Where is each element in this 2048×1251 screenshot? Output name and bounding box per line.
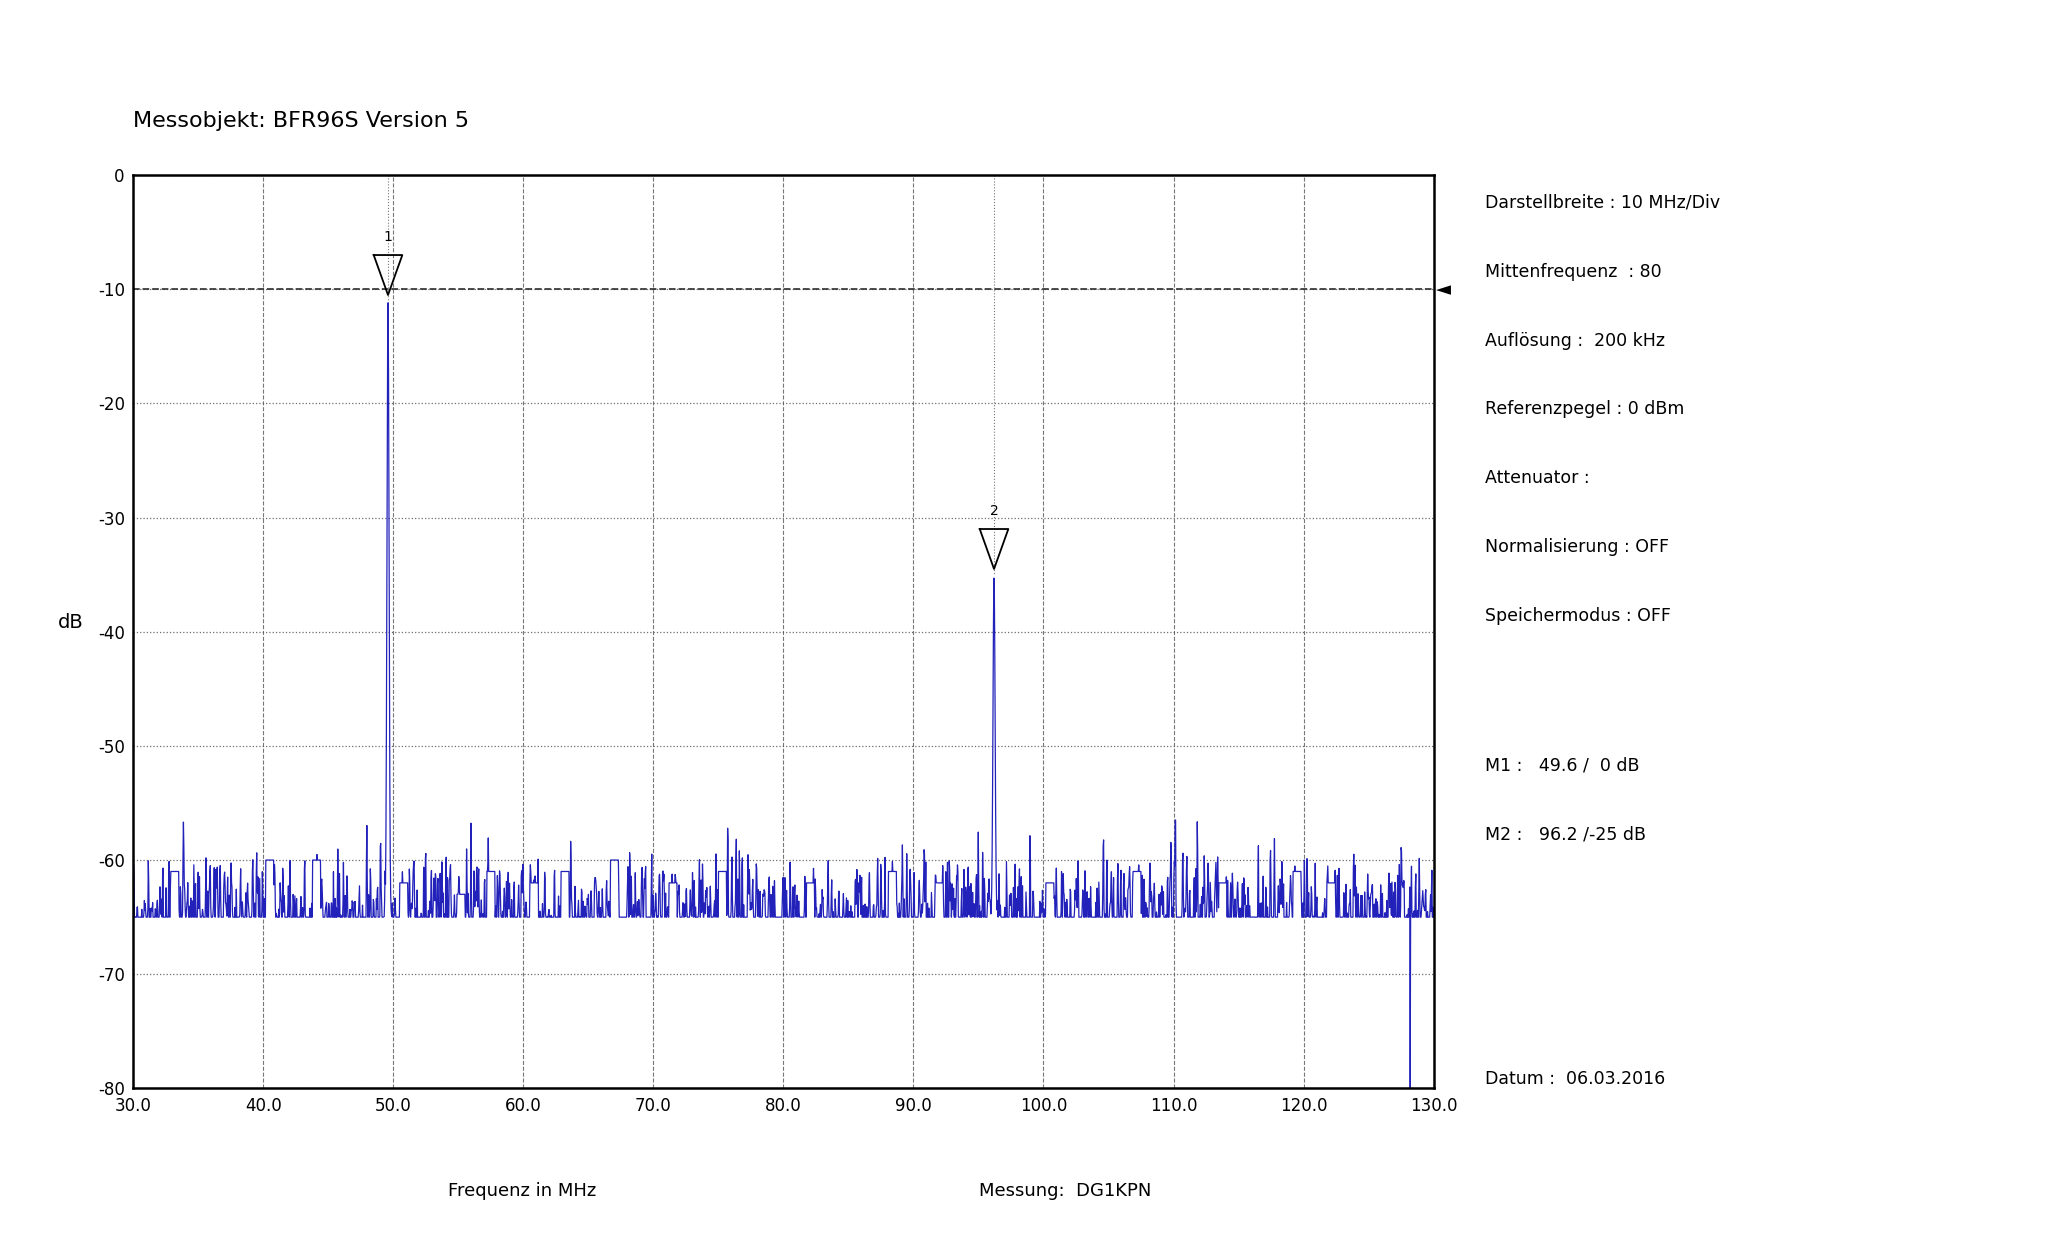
Text: Auflösung :  200 kHz: Auflösung : 200 kHz bbox=[1485, 332, 1665, 349]
Text: M1 :   49.6 /  0 dB: M1 : 49.6 / 0 dB bbox=[1485, 757, 1638, 774]
Text: ◄: ◄ bbox=[1436, 280, 1450, 299]
Text: M2 :   96.2 /-25 dB: M2 : 96.2 /-25 dB bbox=[1485, 826, 1647, 843]
Text: Messobjekt: BFR96S Version 5: Messobjekt: BFR96S Version 5 bbox=[133, 111, 469, 131]
Y-axis label: dB: dB bbox=[57, 613, 84, 632]
Text: 2: 2 bbox=[989, 504, 999, 518]
Text: Mittenfrequenz  : 80: Mittenfrequenz : 80 bbox=[1485, 263, 1661, 280]
Text: Referenzpegel : 0 dBm: Referenzpegel : 0 dBm bbox=[1485, 400, 1683, 418]
Text: Normalisierung : OFF: Normalisierung : OFF bbox=[1485, 538, 1669, 555]
Text: Frequenz in MHz: Frequenz in MHz bbox=[449, 1182, 596, 1200]
Text: Attenuator :: Attenuator : bbox=[1485, 469, 1589, 487]
Text: 1: 1 bbox=[383, 230, 393, 244]
Text: Messung:  DG1KPN: Messung: DG1KPN bbox=[979, 1182, 1151, 1200]
Text: Speichermodus : OFF: Speichermodus : OFF bbox=[1485, 607, 1671, 624]
Text: Datum :  06.03.2016: Datum : 06.03.2016 bbox=[1485, 1070, 1665, 1087]
Text: Darstellbreite : 10 MHz/Div: Darstellbreite : 10 MHz/Div bbox=[1485, 194, 1720, 211]
